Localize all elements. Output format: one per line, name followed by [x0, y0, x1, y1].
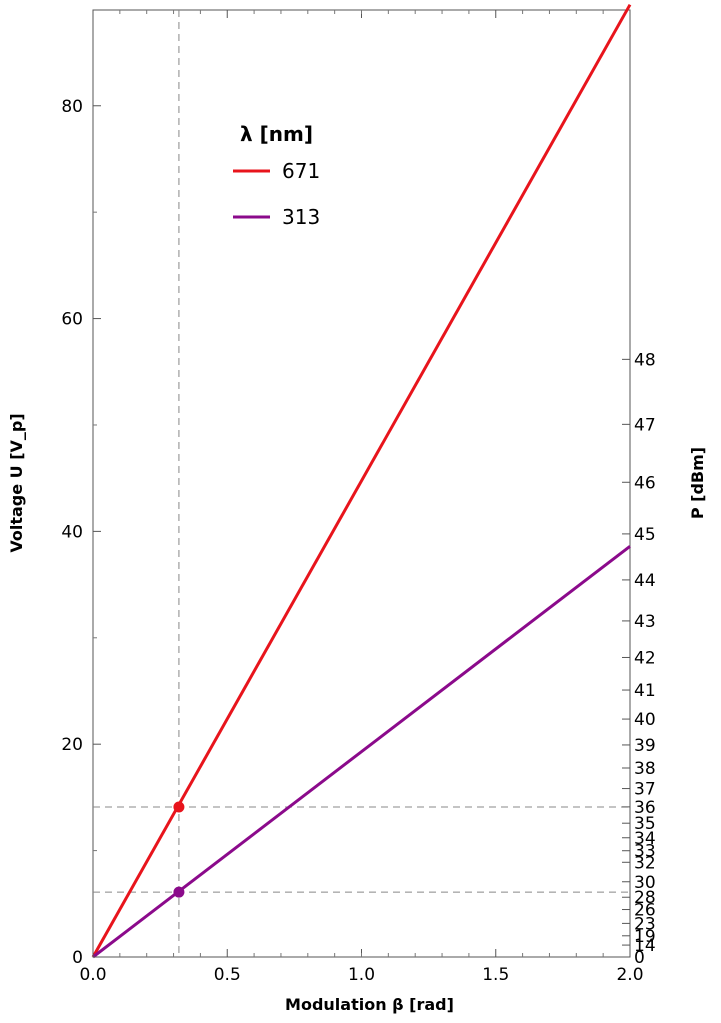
series-line-671 — [91, 3, 632, 958]
y-right-tick-label: 43 — [634, 612, 656, 632]
y-right-tick-label: 46 — [634, 473, 656, 493]
y-axis-title-left: Voltage U [V_p] — [7, 413, 26, 552]
y-right-tick-label: 23 — [634, 914, 656, 934]
y-right-tick-label: 37 — [634, 780, 656, 800]
y-right-tick-label: 26 — [634, 901, 656, 921]
y-right-tick-label: 30 — [634, 873, 656, 893]
y-axis-title-right: P [dBm] — [688, 447, 707, 519]
y-tick-label: 40 — [61, 522, 83, 542]
y-right-tick-label: 47 — [634, 415, 656, 435]
legend-label-671: 671 — [282, 159, 320, 183]
y-right-tick-label: 45 — [634, 525, 656, 545]
y-right-tick-label: 36 — [634, 798, 656, 818]
y-tick-label: 60 — [61, 310, 83, 330]
marked-points — [173, 801, 185, 898]
y-right-tick-label: 48 — [634, 350, 656, 370]
y-right-tick-label: 0 — [634, 948, 645, 968]
y-right-tick-label: 44 — [634, 571, 656, 591]
x-axis-title: Modulation β [rad] — [285, 995, 454, 1014]
y-right-tick-label: 35 — [634, 814, 656, 834]
x-axis-ticks: 0.0 0.5 1.0 1.5 2.0 — [79, 10, 644, 985]
axis-titles: Modulation β [rad] Voltage U [V_p] P [dBm] — [7, 413, 707, 1014]
y-tick-label: 20 — [61, 735, 83, 755]
y-right-tick-label: 32 — [634, 853, 656, 873]
y-right-tick-label: 38 — [634, 759, 656, 779]
series-line-313 — [92, 545, 631, 959]
y-right-tick-label: 41 — [634, 681, 656, 701]
x-tick-label: 0.0 — [79, 965, 106, 985]
y-right-tick-label: 34 — [634, 829, 656, 849]
y-right-tick-label: 33 — [634, 842, 656, 862]
y-axis-left-ticks: 0 20 40 60 80 — [61, 97, 101, 968]
x-tick-label: 1.0 — [348, 965, 375, 985]
x-tick-label: 2.0 — [616, 965, 643, 985]
legend-title: λ [nm] — [240, 122, 313, 146]
y-tick-label: 80 — [61, 97, 83, 117]
y-right-tick-label: 42 — [634, 648, 656, 668]
y-right-tick-label: 14 — [634, 936, 656, 956]
y-right-tick-label: 39 — [634, 736, 656, 756]
y-right-tick-label: 19 — [634, 927, 656, 947]
y-right-tick-label: 28 — [634, 888, 656, 908]
x-tick-label: 0.5 — [214, 965, 241, 985]
series-lines — [91, 3, 632, 959]
legend: λ [nm] 671 313 — [233, 122, 320, 229]
x-tick-label: 1.5 — [482, 965, 509, 985]
y-tick-label: 0 — [72, 948, 83, 968]
legend-label-313: 313 — [282, 205, 320, 229]
marked-point-671 — [173, 801, 185, 813]
marked-point-313 — [173, 886, 185, 898]
y-right-tick-label: 40 — [634, 710, 656, 730]
